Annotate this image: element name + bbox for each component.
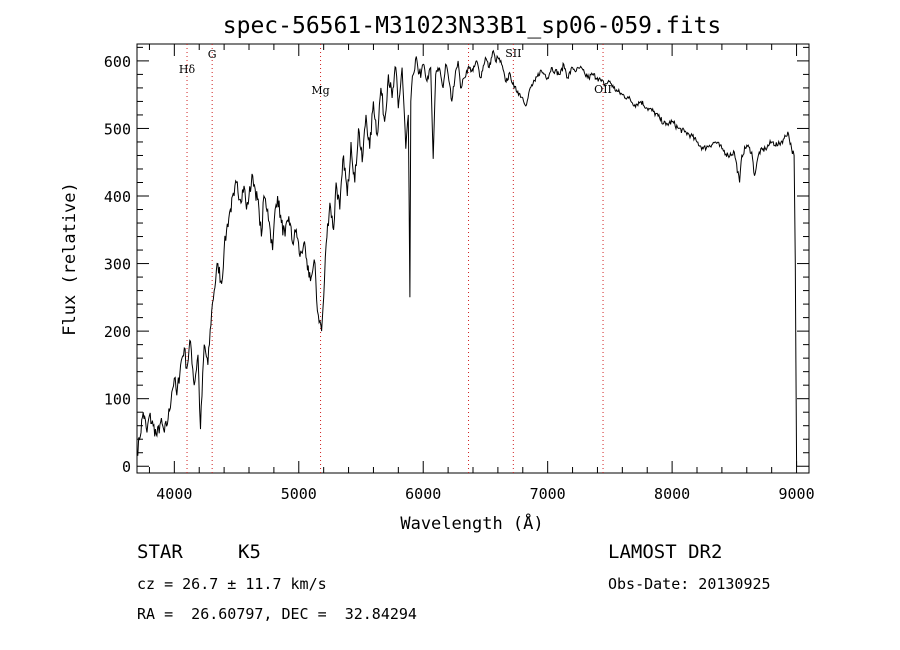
- x-tick-label: 8000: [654, 485, 690, 503]
- y-tick-label: 300: [104, 256, 131, 274]
- observation-date: Obs-Date: 20130925: [608, 575, 771, 593]
- line-marker-label: OII: [594, 83, 612, 96]
- spectrum-line: [137, 49, 798, 467]
- x-tick-label: 9000: [778, 485, 814, 503]
- redshift-velocity: cz = 26.7 ± 11.7 km/s: [137, 575, 327, 593]
- line-marker-label: Hδ: [179, 63, 196, 76]
- spectrum-chart: spec-56561-M31023N33B1_sp06-059.fits Hδ G…: [60, 13, 815, 534]
- line-marker-label: G: [208, 48, 217, 61]
- subclass: K5: [238, 541, 261, 563]
- chart-title: spec-56561-M31023N33B1_sp06-059.fits: [223, 13, 722, 39]
- spectrum-series: [137, 49, 798, 467]
- x-axis-ticks: 4000 5000 6000 7000 8000 9000: [148, 44, 815, 503]
- line-marker-label: SII: [505, 47, 521, 60]
- survey-name: LAMOST DR2: [608, 541, 723, 563]
- line-markers: Hδ G Mg SII OII: [179, 44, 612, 473]
- x-axis-label: Wavelength (Å): [400, 512, 543, 534]
- x-tick-label: 6000: [405, 485, 441, 503]
- line-marker-label: Mg: [311, 84, 329, 97]
- coordinates: RA = 26.60797, DEC = 32.84294: [137, 605, 417, 623]
- x-tick-label: 5000: [281, 485, 317, 503]
- plot-area-frame: [136, 43, 810, 474]
- y-axis-label: Flux (relative): [60, 182, 80, 336]
- x-tick-label: 4000: [156, 485, 192, 503]
- y-tick-label: 0: [122, 458, 131, 476]
- y-tick-label: 100: [104, 391, 131, 409]
- y-axis-ticks: 0 100 200 300 400 500 600: [104, 46, 809, 476]
- y-tick-label: 600: [104, 53, 131, 71]
- object-class: STAR: [137, 541, 183, 563]
- y-tick-label: 500: [104, 120, 131, 138]
- y-tick-label: 200: [104, 323, 131, 341]
- y-tick-label: 400: [104, 188, 131, 206]
- x-tick-label: 7000: [530, 485, 566, 503]
